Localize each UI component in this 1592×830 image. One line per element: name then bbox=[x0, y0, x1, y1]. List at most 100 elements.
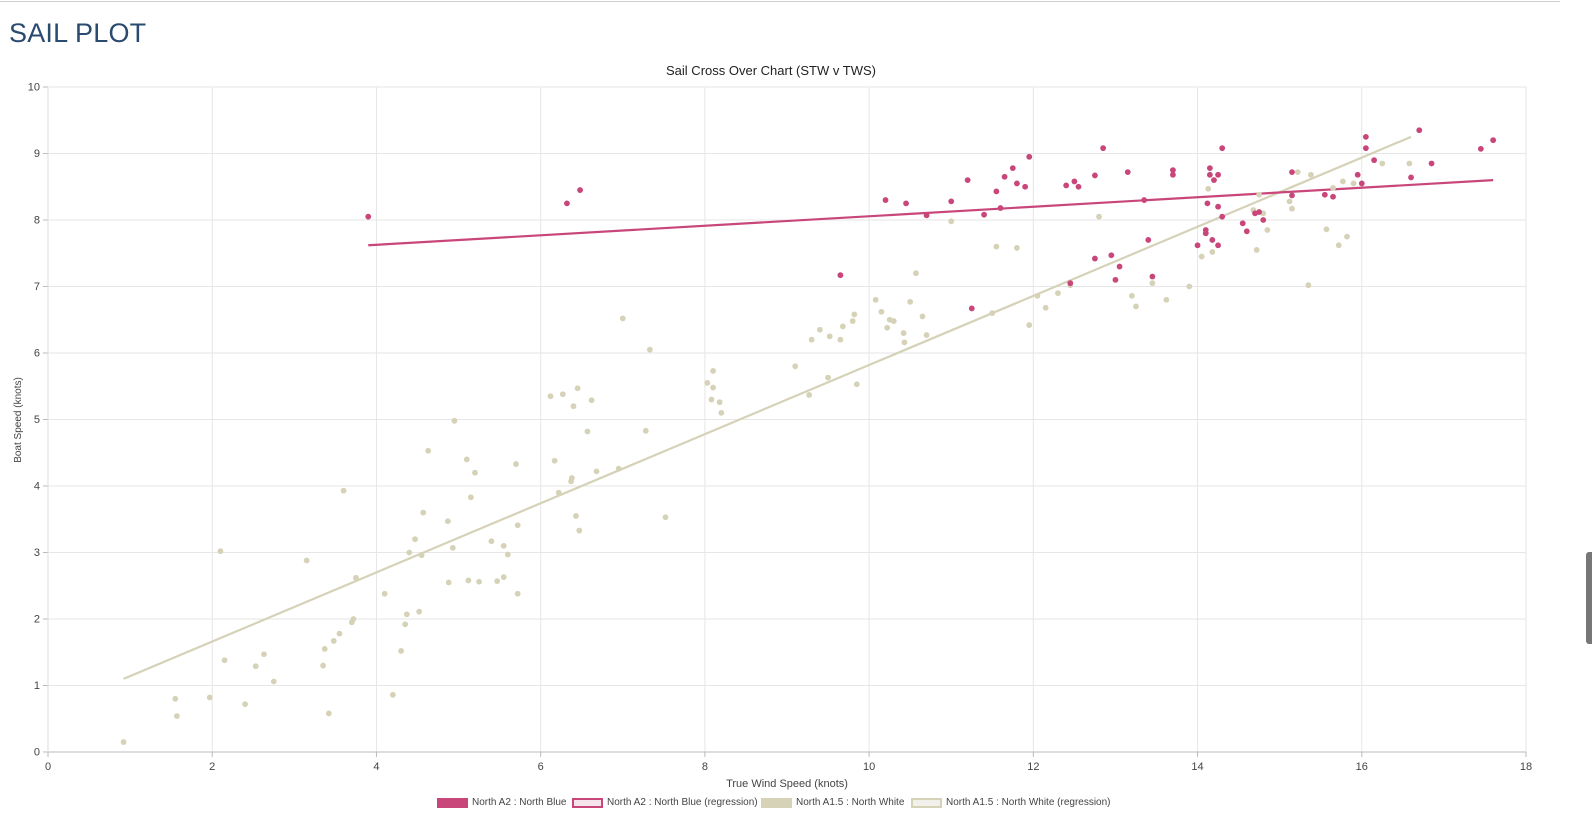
regression-line bbox=[368, 179, 1494, 247]
x-tick-label: 16 bbox=[1356, 761, 1368, 773]
data-point bbox=[1170, 167, 1176, 174]
y-tick-label: 8 bbox=[34, 215, 40, 227]
data-point bbox=[172, 695, 179, 702]
data-point bbox=[1075, 183, 1082, 190]
data-point bbox=[420, 509, 427, 516]
data-point bbox=[1170, 171, 1176, 178]
data-point bbox=[1371, 157, 1377, 164]
data-point bbox=[704, 380, 711, 386]
data-point bbox=[1289, 192, 1295, 199]
data-point bbox=[476, 578, 482, 585]
data-point bbox=[1128, 292, 1135, 299]
data-point bbox=[577, 187, 583, 193]
data-point bbox=[1339, 178, 1346, 185]
x-tick-label: 2 bbox=[209, 761, 215, 773]
scatter-points bbox=[120, 127, 1497, 745]
data-point bbox=[1067, 280, 1074, 287]
data-point bbox=[1323, 226, 1330, 233]
data-point bbox=[418, 552, 425, 559]
data-point bbox=[559, 391, 566, 398]
data-point bbox=[878, 308, 885, 315]
chart-title: Sail Cross Over Chart (STW v TWS) bbox=[666, 63, 876, 78]
legend-item[interactable]: North A2 : North Blue (regression) bbox=[572, 797, 758, 808]
data-point bbox=[584, 428, 591, 435]
data-point bbox=[445, 579, 452, 586]
data-point bbox=[1063, 182, 1070, 189]
data-point bbox=[1096, 213, 1102, 220]
data-point bbox=[1014, 180, 1020, 187]
data-point bbox=[825, 374, 831, 381]
data-point bbox=[997, 205, 1004, 211]
data-point bbox=[1001, 173, 1008, 180]
data-point bbox=[588, 397, 595, 404]
data-point bbox=[1022, 183, 1029, 190]
x-tick-label: 4 bbox=[373, 761, 379, 773]
data-point bbox=[948, 218, 955, 225]
data-point bbox=[1406, 160, 1413, 167]
data-point bbox=[1215, 242, 1221, 249]
x-tick-label: 10 bbox=[863, 761, 875, 773]
data-point bbox=[923, 332, 930, 338]
data-point bbox=[919, 313, 926, 320]
data-point bbox=[494, 578, 501, 584]
data-point bbox=[1145, 237, 1152, 243]
data-point bbox=[1186, 283, 1193, 290]
data-point bbox=[593, 468, 600, 475]
data-point bbox=[615, 465, 622, 472]
data-point bbox=[1330, 185, 1336, 191]
data-point bbox=[1124, 169, 1131, 176]
x-tick-label: 18 bbox=[1520, 761, 1532, 773]
data-point bbox=[872, 296, 879, 303]
data-point bbox=[574, 385, 581, 392]
data-point bbox=[1260, 217, 1267, 223]
data-point bbox=[568, 475, 575, 481]
data-point bbox=[882, 197, 889, 203]
data-point bbox=[1215, 203, 1221, 210]
data-point bbox=[412, 536, 418, 543]
data-point bbox=[710, 384, 716, 391]
data-point bbox=[500, 542, 507, 549]
data-point bbox=[642, 427, 649, 434]
data-point bbox=[1219, 145, 1226, 152]
legend-item[interactable]: North A1.5 : North White (regression) bbox=[911, 797, 1111, 808]
data-point bbox=[416, 608, 423, 615]
data-point bbox=[806, 391, 813, 398]
data-point bbox=[837, 336, 844, 343]
data-point bbox=[1133, 303, 1139, 310]
x-tick-label: 0 bbox=[45, 761, 51, 773]
legend-item[interactable]: North A2 : North Blue bbox=[437, 797, 567, 808]
legend-swatch bbox=[761, 797, 792, 808]
y-tick-label: 5 bbox=[34, 414, 40, 426]
data-point bbox=[252, 663, 259, 670]
data-point bbox=[500, 574, 507, 581]
data-point bbox=[425, 447, 432, 454]
data-point bbox=[708, 396, 715, 403]
data-point bbox=[1108, 252, 1115, 259]
legend-label: North A2 : North Blue bbox=[472, 797, 567, 808]
data-point bbox=[1256, 191, 1263, 198]
data-point bbox=[849, 318, 856, 324]
data-point bbox=[1042, 304, 1049, 311]
data-point bbox=[472, 469, 478, 476]
data-point bbox=[1428, 160, 1435, 167]
data-point bbox=[1009, 165, 1016, 172]
data-point bbox=[206, 694, 213, 701]
sail-crossover-chart: Sail Cross Over Chart (STW v TWS) 0 2 4 6 8 1… bbox=[13, 63, 1532, 790]
data-point bbox=[900, 330, 907, 336]
x-tick-label: 6 bbox=[538, 761, 544, 773]
data-point bbox=[221, 657, 228, 664]
regression-line bbox=[123, 135, 1412, 680]
data-point bbox=[1141, 197, 1148, 203]
y-tick-label: 4 bbox=[34, 481, 40, 493]
data-point bbox=[1286, 198, 1293, 205]
legend-item[interactable]: North A1.5 : North White bbox=[761, 797, 904, 808]
data-point bbox=[1490, 137, 1497, 144]
data-point bbox=[120, 739, 127, 745]
data-point bbox=[901, 339, 908, 346]
y-tick-label: 7 bbox=[34, 281, 40, 293]
scrollbar-thumb[interactable] bbox=[1586, 552, 1592, 644]
data-point bbox=[1305, 282, 1312, 289]
data-point bbox=[1071, 178, 1078, 185]
data-point bbox=[907, 298, 914, 305]
